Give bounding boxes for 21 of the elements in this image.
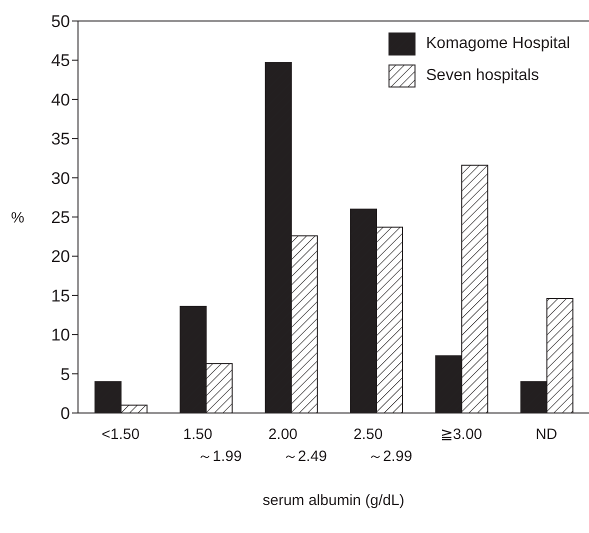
y-tick-label: 45 — [51, 51, 70, 70]
y-tick-label: 5 — [60, 364, 70, 384]
y-tick-label: 0 — [60, 404, 70, 424]
y-tick-label: 20 — [51, 247, 70, 266]
y-tick-label: 35 — [51, 130, 70, 149]
legend-label: Seven hospitals — [426, 67, 539, 85]
x-axis-title: serum albumin (g/dL) — [262, 492, 404, 509]
y-axis-title: % — [11, 209, 24, 226]
x-tick-label: ND — [536, 426, 558, 443]
y-tick-label: 30 — [51, 168, 70, 188]
y-tick-label: 40 — [51, 90, 70, 110]
y-tick-label: 15 — [51, 286, 70, 306]
y-tick-label: 50 — [51, 12, 70, 32]
x-tick-label: 1.50 ～1.99 — [183, 426, 242, 465]
x-tick-label: ≧3.00 — [440, 426, 482, 443]
y-tick-label: 25 — [51, 208, 70, 228]
x-tick-label: 2.00 ～2.49 — [268, 426, 328, 465]
x-tick-label: <1.50 — [102, 426, 140, 443]
legend-label: Komagome Hospital — [426, 35, 570, 53]
x-tick-label: 2.50 ～2.99 — [353, 426, 412, 465]
y-tick-label: 10 — [51, 326, 70, 345]
